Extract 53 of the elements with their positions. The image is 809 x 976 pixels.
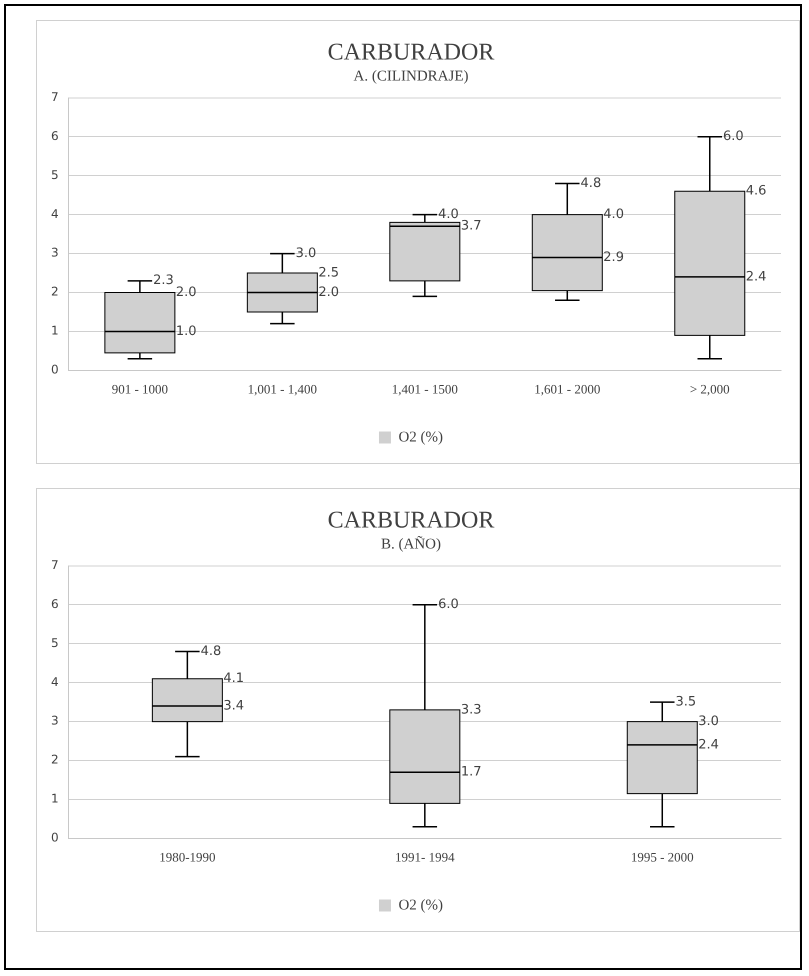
x-tick-label: 1995 - 2000: [630, 850, 694, 865]
x-tick-label: > 2,000: [690, 382, 730, 397]
annotation: 3.7: [460, 218, 482, 234]
x-tick-label: 901 - 1000: [112, 382, 168, 397]
y-tick-label: 2: [50, 752, 59, 767]
y-tick-label: 3: [50, 246, 59, 260]
y-tick-label: 3: [50, 714, 59, 728]
x-tick-label: 1,001 - 1,400: [248, 382, 318, 397]
annotation: 3.4: [223, 698, 244, 714]
y-tick-label: 2: [50, 284, 59, 299]
y-tick-label: 0: [50, 362, 59, 377]
chart-subtitle: B. (AÑO): [381, 536, 441, 553]
annotation: 2.3: [153, 273, 174, 288]
annotation: 2.0: [318, 284, 340, 300]
chart-subtitle: A. (CILINDRAJE): [354, 68, 468, 85]
y-tick-label: 4: [50, 674, 59, 689]
annotation: 4.8: [580, 176, 602, 191]
annotation: 4.8: [200, 644, 222, 659]
x-tick-label: 1980-1990: [159, 850, 216, 865]
annotation: 2.5: [318, 265, 340, 280]
annotation: 4.0: [438, 207, 459, 222]
annotation: 3.0: [296, 246, 316, 261]
y-tick-label: 6: [50, 596, 59, 611]
annotation: 2.0: [176, 284, 197, 300]
legend-label: O2 (%): [398, 897, 444, 914]
y-tick-label: 7: [50, 558, 59, 572]
y-tick-label: 1: [50, 792, 59, 806]
annotation: 2.9: [603, 250, 624, 265]
y-tick-label: 5: [50, 636, 59, 650]
annotation: 2.4: [746, 269, 766, 284]
chart-title: CARBURADOR: [328, 40, 494, 66]
annotation: 4.0: [603, 207, 624, 222]
y-tick-label: 1: [50, 324, 59, 338]
annotation: 4.6: [746, 184, 766, 199]
annotation: 6.0: [438, 597, 459, 612]
y-tick-label: 7: [50, 90, 59, 104]
annotation: 3.3: [460, 702, 482, 718]
annotation: 3.0: [698, 714, 719, 729]
y-tick-label: 5: [50, 168, 59, 182]
legend-label: O2 (%): [398, 429, 444, 446]
x-tick-label: 1991- 1994: [395, 850, 456, 865]
y-tick-label: 6: [50, 128, 59, 143]
x-tick-label: 1,401 - 1500: [392, 382, 458, 397]
annotation: 3.5: [676, 694, 696, 710]
annotation: 1.7: [460, 764, 482, 780]
annotation: 6.0: [723, 129, 744, 144]
annotation: 2.4: [698, 737, 719, 752]
y-tick-label: 4: [50, 206, 59, 221]
x-tick-label: 1,601 - 2000: [534, 382, 600, 397]
chart-title: CARBURADOR: [328, 508, 494, 534]
annotation: 4.1: [223, 671, 244, 686]
annotation: 1.0: [176, 324, 197, 339]
y-tick-label: 0: [50, 830, 59, 845]
